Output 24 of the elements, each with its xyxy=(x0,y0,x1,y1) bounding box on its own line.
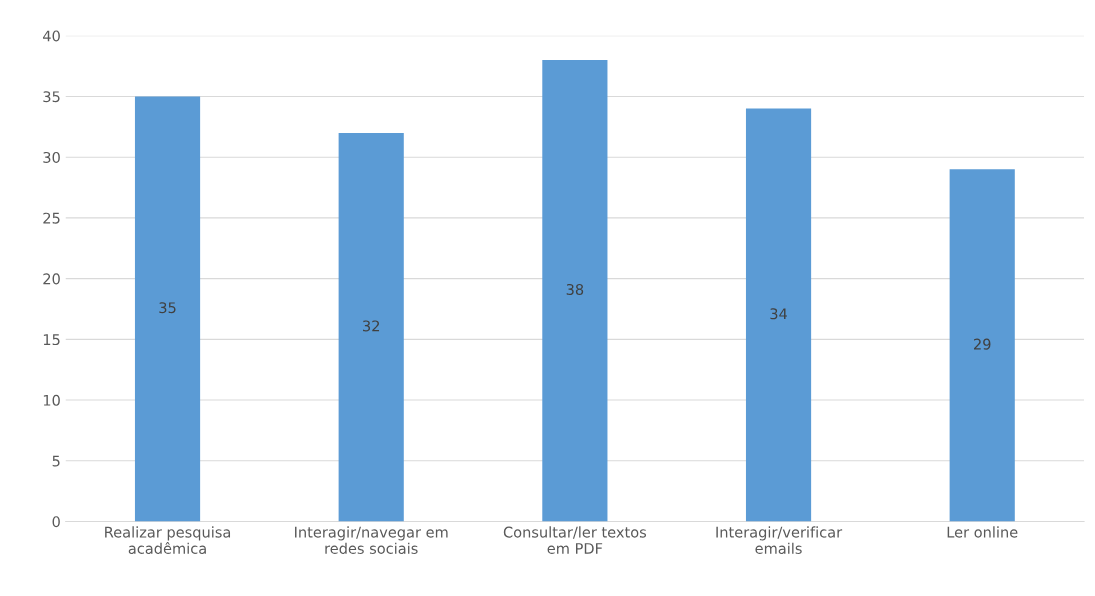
bar xyxy=(745,108,812,522)
y-tick-label: 20 xyxy=(43,273,60,285)
y-tick-label: 25 xyxy=(43,212,60,224)
data-label: 35 xyxy=(159,302,176,314)
y-tick-label: 5 xyxy=(52,455,60,467)
y-tick-label: 35 xyxy=(43,91,60,103)
y-tick-label: 40 xyxy=(42,30,60,42)
bar xyxy=(338,132,404,522)
bar xyxy=(542,60,608,522)
x-tick-label: Ler online xyxy=(947,526,1018,538)
bar xyxy=(949,169,1015,522)
y-tick-label: 10 xyxy=(43,394,60,406)
data-label: 32 xyxy=(363,320,380,332)
bar xyxy=(134,96,201,522)
data-label: 38 xyxy=(566,283,584,295)
x-tick-label: Interagir/verificar emails xyxy=(716,526,843,554)
x-tick-label: Consultar/ler textos em PDF xyxy=(503,526,647,554)
y-tick-label: 15 xyxy=(43,334,60,346)
y-tick-label: 0 xyxy=(52,516,60,528)
data-label: 34 xyxy=(770,308,788,320)
x-tick-label: Interagir/navegar em redes sociais xyxy=(295,526,448,554)
x-tick-label: Realizar pesquisa acadêmica xyxy=(105,526,231,554)
data-label: 29 xyxy=(974,338,991,350)
y-tick-label: 30 xyxy=(43,151,60,163)
